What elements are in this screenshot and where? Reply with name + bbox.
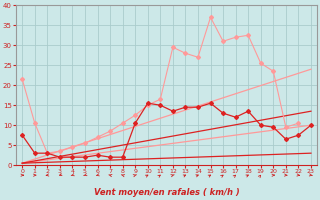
X-axis label: Vent moyen/en rafales ( km/h ): Vent moyen/en rafales ( km/h ) [94,188,239,197]
